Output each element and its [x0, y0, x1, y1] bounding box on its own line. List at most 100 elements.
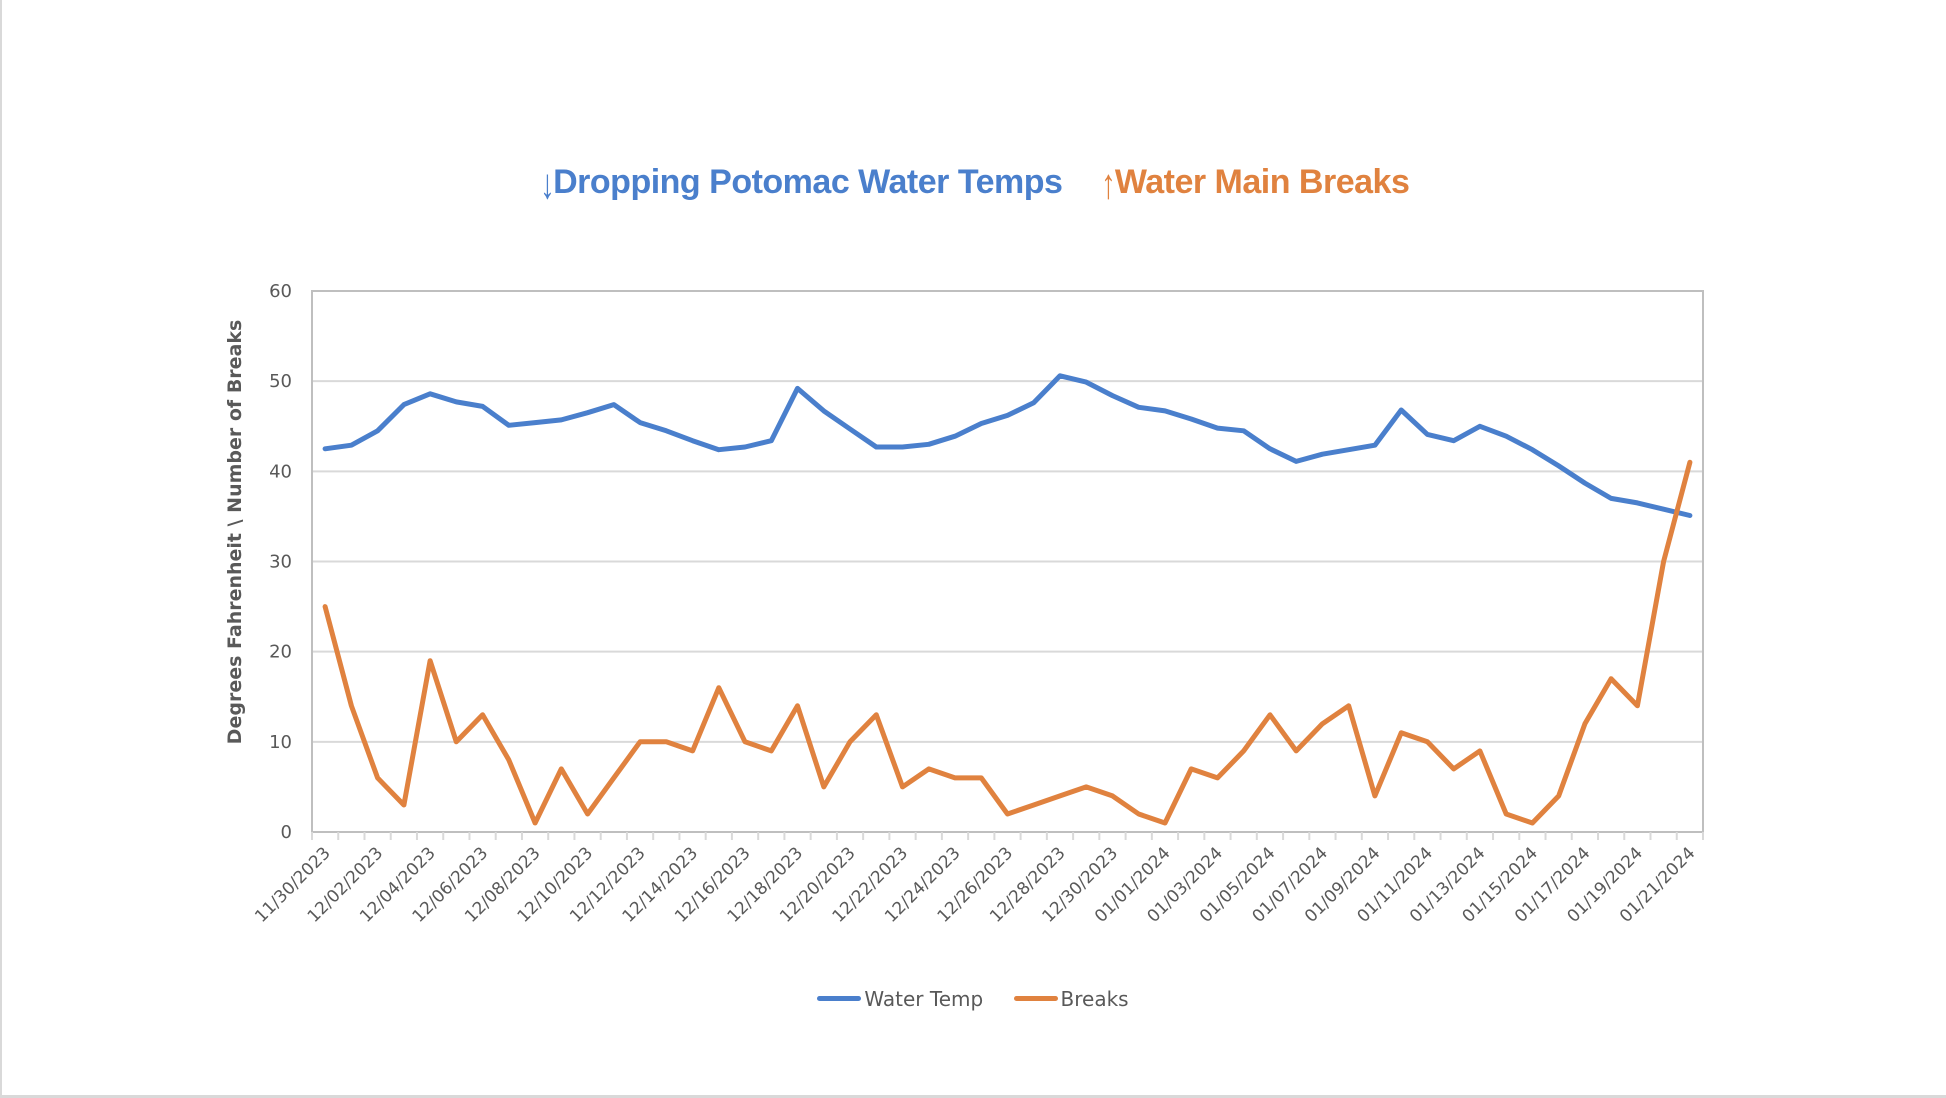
data-point — [1215, 775, 1220, 780]
data-point — [874, 712, 879, 717]
data-point — [454, 399, 459, 404]
data-point — [1189, 766, 1194, 771]
data-point — [1399, 408, 1404, 413]
data-point — [1582, 721, 1587, 726]
legend-label: Water Temp — [864, 986, 984, 1011]
data-point — [480, 404, 485, 409]
data-point — [769, 438, 774, 443]
data-point — [1530, 447, 1535, 452]
data-point — [1477, 748, 1482, 753]
data-point — [1451, 766, 1456, 771]
data-point — [1346, 703, 1351, 708]
data-point — [1084, 784, 1089, 789]
data-point — [585, 811, 590, 816]
data-point — [664, 739, 669, 744]
data-point — [1294, 459, 1299, 464]
data-point — [1136, 811, 1141, 816]
y-tick-label: 30 — [269, 552, 292, 573]
data-point — [480, 712, 485, 717]
data-point — [428, 658, 433, 663]
data-point — [638, 420, 643, 425]
data-point — [716, 685, 721, 690]
data-point — [1241, 748, 1246, 753]
data-point — [926, 766, 931, 771]
data-point — [533, 420, 538, 425]
legend: Water Temp Breaks — [0, 982, 1946, 1011]
data-point — [926, 442, 931, 447]
data-point — [1582, 481, 1587, 486]
data-point — [559, 417, 564, 422]
data-point — [821, 784, 826, 789]
data-point — [1661, 559, 1666, 564]
frame-bottom-border — [0, 1095, 1946, 1098]
data-point — [1635, 703, 1640, 708]
data-point — [559, 766, 564, 771]
data-point — [1635, 500, 1640, 505]
data-point — [795, 386, 800, 391]
data-point — [795, 703, 800, 708]
data-point — [1057, 373, 1062, 378]
data-point — [953, 775, 958, 780]
data-point — [1110, 393, 1115, 398]
data-point — [323, 446, 328, 451]
data-point — [1346, 447, 1351, 452]
data-point — [1320, 721, 1325, 726]
data-point — [979, 421, 984, 426]
y-tick-label: 60 — [269, 281, 292, 302]
series-line-water-temp — [322, 373, 1693, 518]
data-point — [664, 428, 669, 433]
title-temps-text: Dropping Potomac Water Temps — [553, 162, 1063, 201]
data-point — [1267, 712, 1272, 717]
y-tick-label: 0 — [281, 822, 292, 843]
legend-swatch-water-temp — [817, 996, 862, 1001]
data-point — [848, 426, 853, 431]
data-point — [1320, 452, 1325, 457]
data-point — [1294, 748, 1299, 753]
data-point — [1031, 802, 1036, 807]
data-point — [1399, 730, 1404, 735]
data-point — [506, 423, 511, 428]
data-point — [821, 408, 826, 413]
plot-area-border — [311, 290, 1704, 833]
legend-item-breaks: Breaks — [1013, 987, 1129, 1011]
up-arrow-icon: ↑ — [1101, 160, 1116, 207]
data-point — [1477, 424, 1482, 429]
data-point — [349, 443, 354, 448]
data-point — [638, 739, 643, 744]
data-point — [1162, 408, 1167, 413]
data-point — [743, 444, 748, 449]
data-point — [1425, 432, 1430, 437]
legend-item-water-temp: Water Temp — [817, 987, 983, 1011]
data-point — [1215, 426, 1220, 431]
data-point — [1609, 676, 1614, 681]
data-point — [611, 775, 616, 780]
data-point — [1451, 438, 1456, 443]
data-point — [323, 604, 328, 609]
data-point — [690, 748, 695, 753]
series-line-breaks — [322, 459, 1693, 826]
data-point — [1057, 793, 1062, 798]
data-point — [375, 428, 380, 433]
data-point — [1005, 413, 1010, 418]
data-point — [506, 757, 511, 762]
data-point — [848, 739, 853, 744]
data-point — [1110, 793, 1115, 798]
data-point — [375, 775, 380, 780]
data-point — [1687, 513, 1692, 518]
data-point — [1556, 463, 1561, 468]
title-part-breaks: ↑Water Main Breaks — [1098, 160, 1409, 208]
data-point — [1556, 793, 1561, 798]
y-tick-label: 10 — [269, 732, 292, 753]
data-point — [900, 784, 905, 789]
data-point — [1504, 434, 1509, 439]
data-point — [1661, 507, 1666, 512]
y-axis-title: Degrees Fahrenheit \ Number of Breaks — [224, 320, 246, 745]
data-point — [874, 444, 879, 449]
x-axis: 11/30/202312/02/202312/04/202312/06/2023… — [251, 832, 1704, 927]
title-part-temps: ↓Dropping Potomac Water Temps — [537, 160, 1063, 208]
data-point — [611, 402, 616, 407]
down-arrow-icon: ↓ — [539, 160, 555, 207]
data-point — [900, 444, 905, 449]
data-point — [716, 447, 721, 452]
data-point — [1084, 380, 1089, 385]
